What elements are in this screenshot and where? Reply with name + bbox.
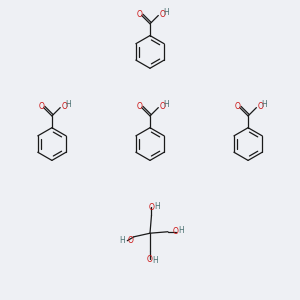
Text: O: O bbox=[147, 255, 153, 264]
Text: H: H bbox=[163, 8, 169, 17]
Text: O: O bbox=[258, 102, 264, 111]
Text: O: O bbox=[160, 102, 166, 111]
Text: H: H bbox=[119, 236, 124, 245]
Text: O: O bbox=[127, 236, 133, 245]
Text: O: O bbox=[38, 102, 44, 111]
Text: O: O bbox=[148, 203, 154, 212]
Text: O: O bbox=[173, 227, 179, 236]
Text: O: O bbox=[160, 10, 166, 19]
Text: O: O bbox=[62, 102, 68, 111]
Text: H: H bbox=[153, 256, 158, 265]
Text: H: H bbox=[261, 100, 267, 109]
Text: O: O bbox=[136, 102, 142, 111]
Text: H: H bbox=[178, 226, 184, 235]
Text: H: H bbox=[163, 100, 169, 109]
Text: H: H bbox=[154, 202, 160, 211]
Text: H: H bbox=[65, 100, 71, 109]
Text: O: O bbox=[234, 102, 240, 111]
Text: O: O bbox=[136, 10, 142, 19]
